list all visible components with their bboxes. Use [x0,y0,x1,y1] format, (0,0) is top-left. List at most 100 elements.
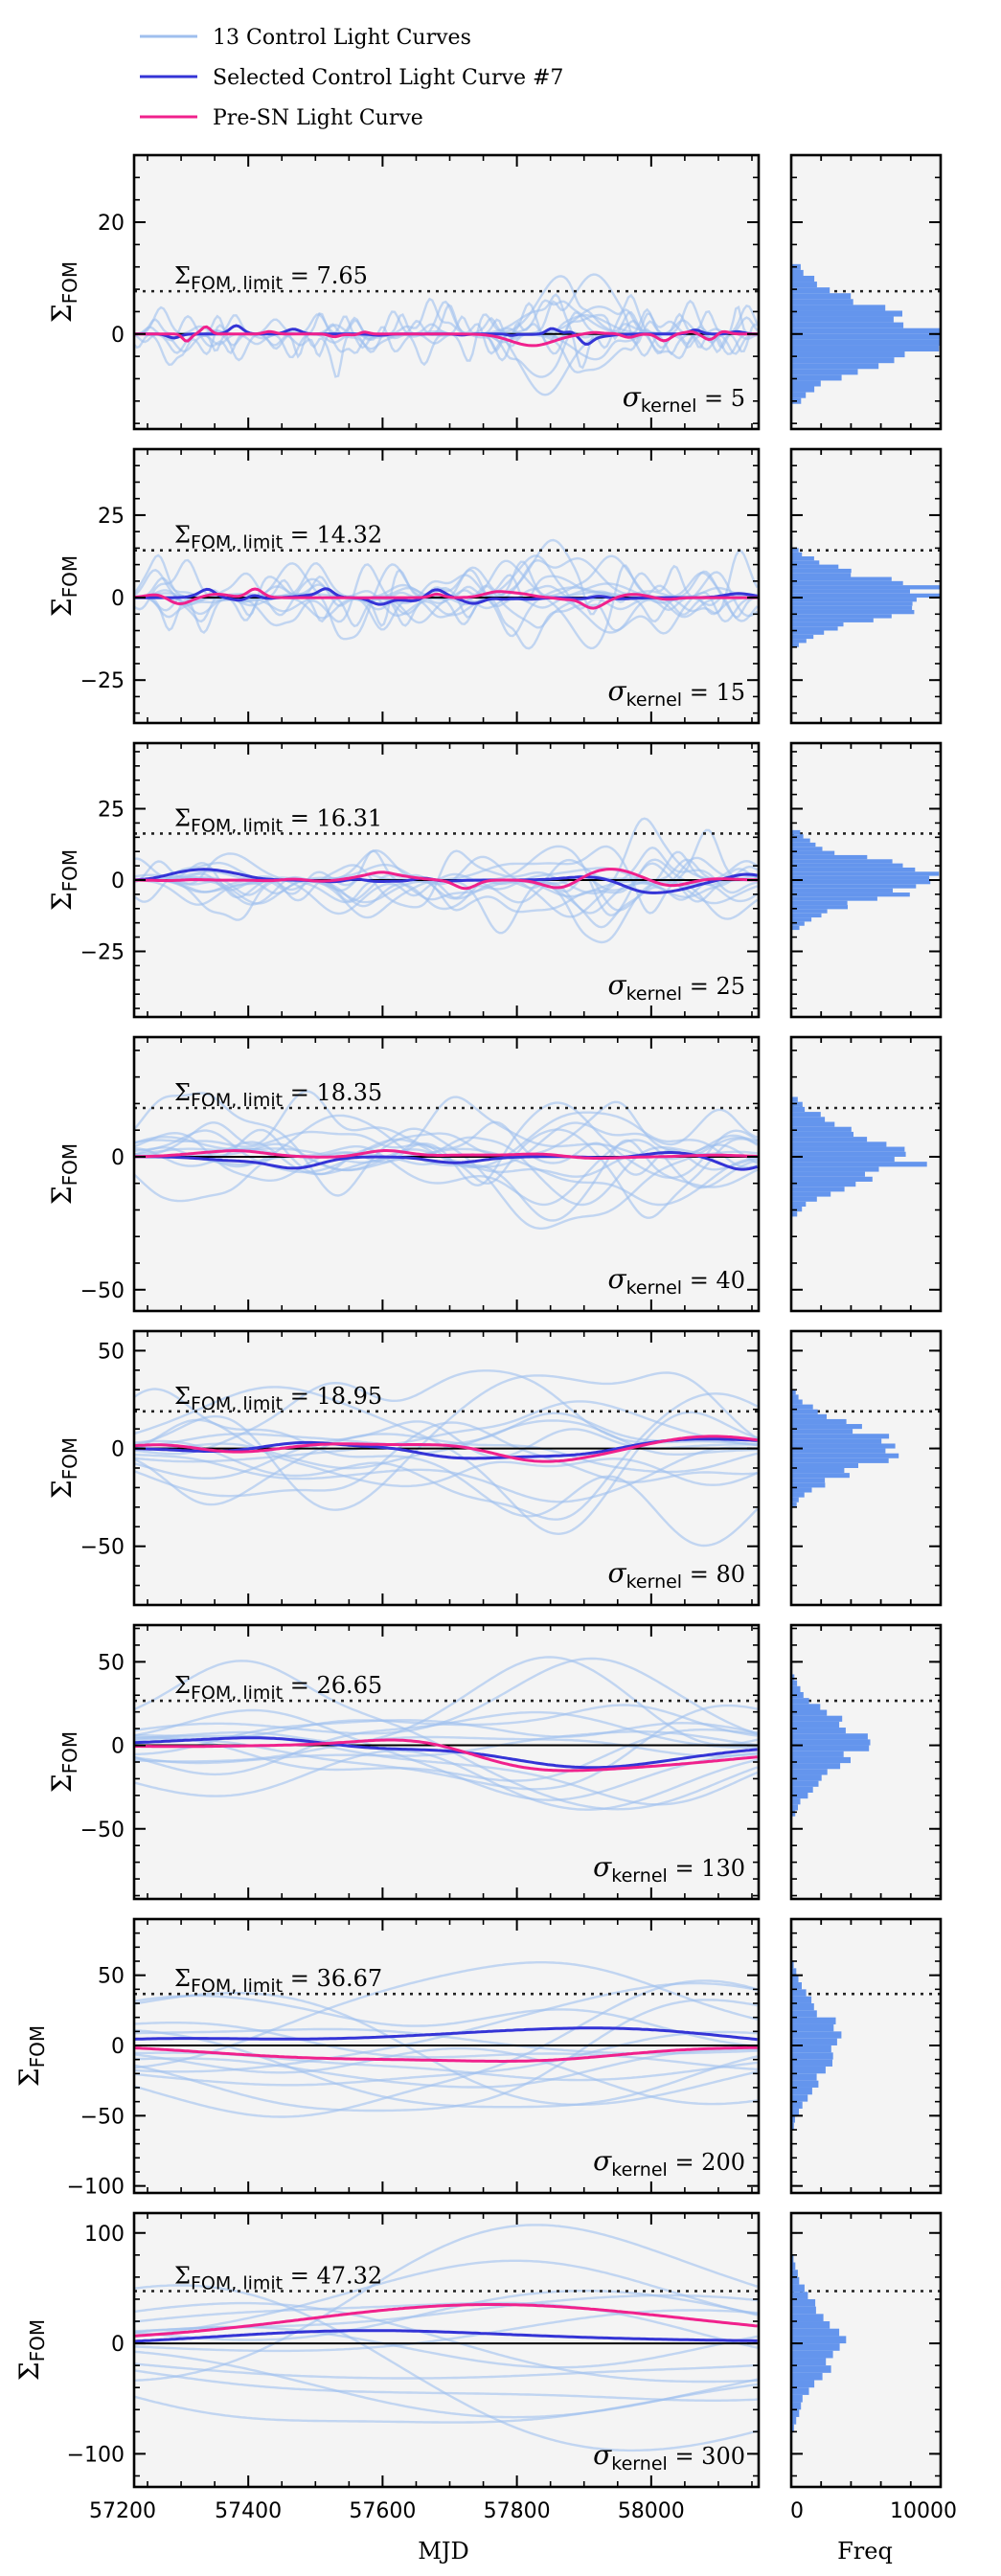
hist-bar [791,380,821,387]
hist-bar [791,1709,828,1716]
hist-bar [791,363,879,370]
hist-bar [791,1996,812,2003]
control-light-curve [134,1729,758,1782]
main-frame [132,2211,761,2489]
hist-bar [791,2073,817,2081]
control-light-curve [134,1979,758,2118]
hist-bar [791,328,941,334]
hist-bar [791,1413,827,1419]
y-axis-label: ΣFOM [46,849,81,911]
hist-bar [791,1792,808,1799]
hist-bar [791,1390,796,1395]
hist-bar [791,1409,818,1414]
y-tick-label: 0 [111,1735,125,1759]
hist-frame [789,153,943,431]
control-light-curve [134,2383,758,2424]
y-tick-label: 0 [111,2035,125,2059]
kernel-annotation: σkernel = 5 [623,381,745,417]
hist-bar [791,1191,831,1197]
selected-control-curve [134,1736,758,1770]
hist-bar [791,1126,852,1132]
hist-bar [791,2052,833,2060]
hist-bar [791,847,823,851]
hist-bar [791,2298,816,2307]
kernel-annotation: σkernel = 25 [607,969,745,1005]
y-tick-label: 100 [84,2223,125,2247]
hist-bar [791,1975,799,1982]
limit-annotation: ΣFOM, limit = 26.65 [174,1672,382,1704]
hist-bar [791,880,931,885]
control-light-curve [134,1400,758,1463]
hist-bar [791,1798,801,1805]
kernel-annotation: σkernel = 300 [593,2439,745,2474]
control-light-curve [134,1392,759,1521]
hist-bar [791,1810,796,1817]
hist-bar [791,1769,828,1775]
hist-tick-label: 0 [790,2499,804,2523]
hist-bar [791,1399,803,1405]
hist-bar [791,925,800,931]
histogram [791,263,941,404]
hist-bar [791,2416,797,2425]
hist-bar [791,609,915,615]
limit-annotation: ΣFOM, limit = 47.32 [174,2263,382,2294]
hist-bar [791,357,895,364]
hist-bar [791,2024,834,2032]
hist-bar [791,2031,842,2039]
hist-bar [791,2122,794,2130]
hist-bar [791,1786,813,1793]
hist-bar [791,842,816,847]
hist-bar [791,1141,887,1147]
hist-bar [791,621,844,627]
control-light-curve [134,1999,758,2113]
hist-x-axis-label: Freq [837,2538,893,2565]
kernel-annotation: σkernel = 15 [607,675,745,711]
hist-bar [791,921,805,926]
hist-bar [791,1171,865,1177]
hist-bar [791,2321,830,2329]
histogram [791,1390,899,1507]
hist-bar [791,548,799,553]
limit-annotation: ΣFOM, limit = 7.65 [174,262,368,294]
panel-5: ΣFOM, limit = 18.95 σkernel = 80 −50 0 50 ΣFO… [46,1329,943,1607]
control-light-curve [134,2022,758,2070]
hist-bar [791,2262,796,2271]
y-tick-label: 0 [111,1438,125,1462]
hist-bar [791,1756,851,1764]
pre-sn-curve [134,587,758,610]
y-tick-label: 0 [111,587,125,611]
hist-bar [791,1151,906,1157]
y-axis-label: ΣFOM [46,555,81,617]
histogram [791,829,940,931]
hist-bar [791,1117,826,1122]
hist-bar [791,1473,850,1479]
hist-bar [791,1685,801,1692]
hist-bar [791,369,858,375]
pre-sn-curve [134,868,758,891]
hist-bar [791,2394,803,2403]
hist-bar [791,917,812,922]
panel-2: ΣFOM, limit = 14.32 σkernel = 15 −25 0 25 ΣFO… [46,447,943,725]
hist-bar [791,1404,813,1410]
limit-annotation: ΣFOM, limit = 18.95 [174,1383,382,1414]
hist-bar [791,275,815,282]
control-light-curve [134,1446,758,1503]
hist-bar [791,634,814,640]
hist-bar [791,829,801,835]
hist-bar [791,2284,805,2293]
hist-bar [791,2094,808,2102]
hist-bar [791,884,917,889]
y-tick-label: −25 [80,940,125,964]
hist-bar [791,2088,812,2095]
histogram [791,1674,871,1817]
hist-bar [791,900,848,906]
y-tick-label: −50 [80,1819,125,1842]
hist-bar [791,1394,799,1400]
hist-bar [791,1176,873,1182]
hist-bar [791,630,825,635]
hist-bar [791,386,815,393]
hist-bar [791,1704,821,1710]
y-tick-label: 0 [111,324,125,348]
hist-bar [791,614,892,619]
